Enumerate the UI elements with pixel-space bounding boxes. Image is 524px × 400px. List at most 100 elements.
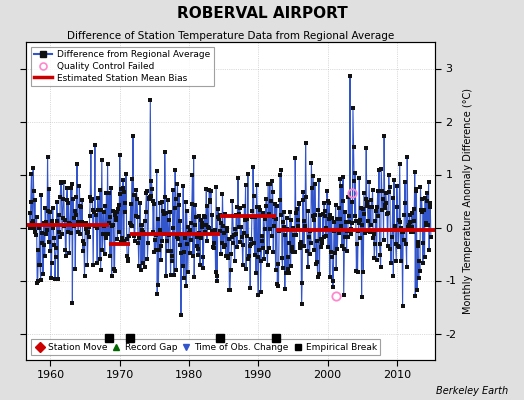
Point (309, 172, 318, 179)
Point (397, 225, 406, 231)
Point (381, 205, 389, 211)
Point (274, 283, 282, 289)
Point (270, 213, 278, 220)
Point (56, 234, 64, 240)
Point (117, 239, 125, 246)
Point (75, 183, 83, 189)
Point (292, 232, 301, 238)
Point (364, 228, 373, 234)
Point (105, 190, 114, 196)
Point (230, 240, 238, 246)
Point (237, 233, 246, 240)
Point (279, 208, 288, 215)
Point (82, 226, 91, 232)
Point (188, 201, 196, 207)
Point (262, 196, 270, 202)
Point (233, 244, 241, 250)
Point (136, 222, 145, 228)
Point (239, 241, 247, 248)
Point (413, 239, 422, 245)
Point (321, 208, 329, 214)
Point (272, 202, 281, 209)
Point (118, 185, 127, 192)
Point (160, 149, 169, 155)
Point (152, 168, 161, 175)
Point (272, 216, 280, 222)
Point (243, 233, 252, 239)
Point (328, 214, 336, 221)
Point (187, 220, 195, 226)
Text: Berkeley Earth: Berkeley Earth (436, 386, 508, 396)
Point (180, 249, 189, 255)
Point (28, 218, 37, 224)
Point (210, 245, 218, 251)
Point (122, 171, 130, 178)
Point (209, 244, 217, 250)
Point (50, 241, 59, 248)
Point (223, 228, 231, 234)
Point (328, 254, 336, 260)
Point (261, 202, 270, 209)
Point (125, 233, 133, 240)
Point (399, 229, 407, 235)
Point (376, 252, 384, 258)
Point (192, 214, 200, 220)
Point (66, 250, 74, 256)
Point (109, 207, 117, 214)
Point (345, 213, 354, 220)
Point (393, 204, 401, 210)
Point (63, 184, 71, 191)
Point (198, 220, 206, 226)
Point (368, 204, 376, 210)
Point (281, 286, 289, 292)
Point (37, 277, 45, 283)
Point (125, 220, 134, 226)
Point (408, 224, 417, 230)
Point (37, 192, 46, 199)
Point (77, 204, 85, 210)
Point (290, 232, 298, 238)
Point (41, 205, 49, 211)
Point (378, 188, 386, 194)
Point (102, 190, 111, 196)
Point (356, 217, 364, 223)
Point (374, 212, 383, 219)
Point (85, 212, 94, 219)
Point (157, 257, 165, 263)
Point (343, 228, 352, 234)
Point (325, 274, 334, 280)
Point (319, 234, 328, 240)
Point (359, 190, 368, 196)
Point (226, 286, 234, 293)
Point (73, 161, 81, 167)
Point (231, 258, 239, 264)
Point (215, 216, 223, 222)
Point (268, 178, 276, 184)
Point (183, 268, 192, 275)
Point (331, 250, 339, 256)
Point (372, 208, 380, 214)
Point (129, 192, 138, 198)
Point (275, 228, 283, 234)
Point (424, 179, 433, 185)
Point (69, 214, 78, 221)
Point (249, 193, 258, 199)
Point (54, 276, 62, 282)
Point (32, 232, 40, 238)
Point (257, 258, 265, 264)
Point (409, 206, 418, 212)
Point (425, 200, 434, 206)
Point (173, 234, 181, 240)
Point (426, 204, 434, 210)
Point (155, 247, 163, 254)
Point (302, 194, 310, 200)
Point (404, 224, 412, 230)
Point (283, 226, 291, 232)
Point (230, 232, 238, 238)
Point (214, 206, 222, 212)
Point (46, 208, 54, 215)
Point (145, 196, 153, 202)
Point (29, 188, 38, 194)
Point (407, 229, 415, 235)
Point (108, 222, 117, 228)
